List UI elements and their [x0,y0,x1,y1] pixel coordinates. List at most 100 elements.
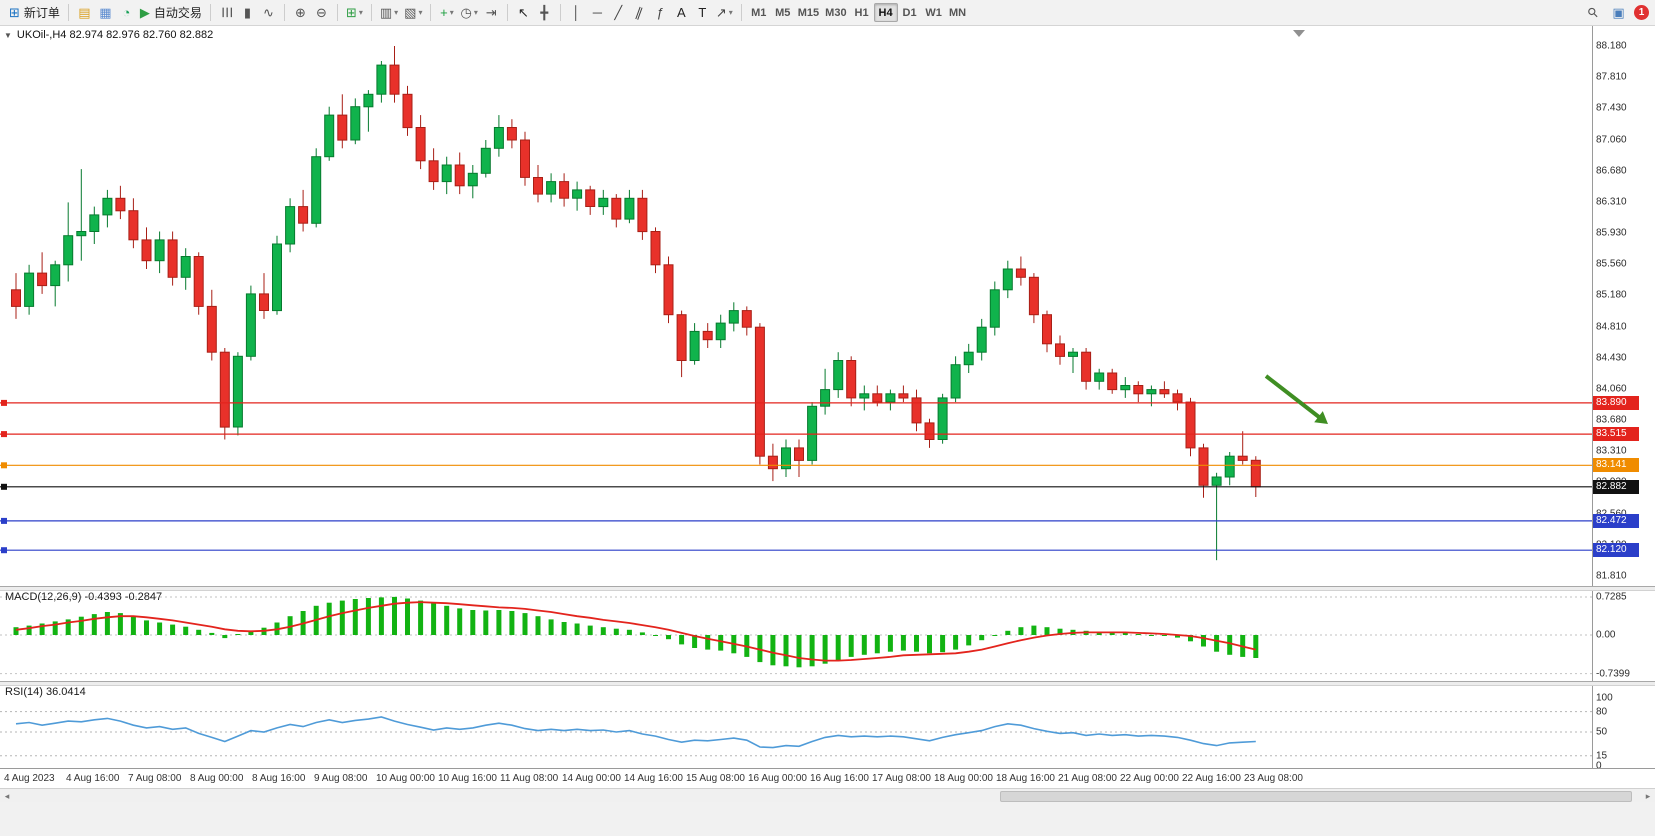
scroll-left-button[interactable]: ◂ [4,790,10,801]
panel-divider[interactable] [0,586,1655,591]
main-chart-panel[interactable]: 88.180 87.810 87.430 87.060 86.680 86.310 85.9… [0,26,1655,586]
new-order-button[interactable]: ⊞ 新订单 [6,2,63,23]
macd-histogram-bar [352,599,358,635]
zoom-out-button[interactable]: ⊖ [311,2,332,23]
auto-trading-button[interactable]: ▶ 自动交易 [137,2,205,23]
candle-body [559,181,570,199]
toolbar-right: ⚲ ▣ 1 [1582,2,1651,23]
horizontal-line-button[interactable]: ─ [587,2,608,23]
rsi-axis-label: 15 [1596,750,1608,762]
rsi-panel[interactable]: 100 80 50 15 0 RSI(14) 36.0414 [0,684,1655,768]
macd-histogram-bar [365,598,371,635]
candle-body [493,127,504,149]
rsi-axis[interactable]: 100 80 50 15 0 [1592,684,1655,768]
candlestick-chart-button[interactable]: ▮ [237,2,258,23]
macd-histogram-bar [848,635,854,657]
timeframe-h1[interactable]: H1 [854,6,869,19]
fibonacci-button[interactable]: ƒ [650,2,671,23]
dropdown-arrow-icon: ▾ [473,8,478,17]
macd-axis[interactable]: 0.7285 0.00 -0.7399 [1592,589,1655,681]
macd-histogram-bar [900,635,906,651]
timeframe-h4[interactable]: H4 [873,3,898,22]
add-indicator-button[interactable]: + ▾ [436,2,457,23]
candle-body [976,326,987,353]
timeframe-m15[interactable]: M15 [797,6,820,19]
candle-body [102,197,113,216]
tile-windows-button[interactable]: ⊞ ▾ [343,2,366,23]
dropdown-arrow-icon: ▾ [728,8,733,17]
dropdown-arrow-icon: ▾ [449,8,454,17]
one-click-trading-toggle[interactable]: ▼ [4,30,12,40]
candle-body [546,181,557,195]
timeframe-d1[interactable]: D1 [902,6,917,19]
price-tag[interactable]: 82.120 [1593,543,1639,558]
macd-histogram-bar [940,635,946,653]
macd-chart[interactable] [0,589,1592,681]
candle-body [689,330,700,361]
candle-body [872,393,883,403]
date-label: 4 Aug 16:00 [66,773,120,784]
new-chart-button[interactable]: ▥ ▾ [377,2,401,23]
rsi-chart[interactable] [0,684,1592,768]
timeframe-mn[interactable]: MN [949,6,967,19]
data-window-button[interactable]: ▦ [95,2,116,23]
macd-histogram-bar [183,626,189,635]
channel-button[interactable]: ∥ [629,2,650,23]
zoom-in-button[interactable]: ⊕ [290,2,311,23]
timeframe-m1[interactable]: M1 [751,6,767,19]
macd-histogram-bar [144,620,149,635]
macd-histogram-bar [104,612,110,635]
notifications-button[interactable]: 1 [1634,5,1649,20]
rsi-axis-label: 0 [1596,760,1602,769]
vertical-line-button[interactable]: │ [566,2,587,23]
toolbar-group: ⊞ 新订单 [4,0,65,25]
price-tag[interactable]: 82.882 [1593,479,1639,494]
macd-histogram-bar [418,600,424,635]
price-tag[interactable]: 83.515 [1593,427,1639,442]
cursor-button[interactable]: ↖ [513,2,534,23]
macd-histogram-bar [535,616,541,635]
price-tag[interactable]: 82.472 [1593,513,1639,528]
chart-shift-button[interactable]: ⇥ [481,2,502,23]
price-tag[interactable]: 83.890 [1593,395,1639,410]
line-chart-button[interactable]: ∿ [258,2,279,23]
toolbar-group: ☰ ▮ ∿ [214,0,281,25]
market-watch-button[interactable]: ▤ [74,2,95,23]
text-button[interactable]: A [671,2,692,23]
macd-panel[interactable]: 0.7285 0.00 -0.7399 MACD(12,26,9) -0.4393 … [0,589,1655,681]
candle-body [37,272,48,287]
timeframe-m30[interactable]: M30 [825,6,847,19]
price-tag[interactable]: 83.141 [1593,458,1639,473]
macd-histogram-bar [209,632,215,635]
price-axis[interactable]: 88.180 87.810 87.430 87.060 86.680 86.310 85.9… [1592,26,1655,586]
candle-body [285,206,296,245]
candle-body [11,289,21,307]
timeframe-w1[interactable]: W1 [925,6,942,19]
shapes-button[interactable]: ↗ ▾ [713,2,736,23]
panel-divider[interactable] [0,681,1655,686]
candlestick-chart[interactable] [0,26,1592,586]
chart-profiles-button[interactable]: ▧ ▾ [401,2,425,23]
scroll-right-button[interactable]: ▸ [1645,790,1651,801]
periods-button[interactable]: ◷ ▾ [457,2,480,23]
macd-histogram-bar [1005,630,1011,635]
crosshair-button[interactable]: ╋ [534,2,555,23]
trendline-button[interactable]: ╱ [608,2,629,23]
macd-histogram-bar [861,635,867,655]
search-button[interactable]: ⚲ [1582,2,1603,23]
price-axis-label: 83.680 [1596,414,1627,426]
scrollbar-thumb[interactable] [1000,791,1632,802]
rsi-axis-label: 100 [1596,692,1613,704]
date-label: 22 Aug 16:00 [1182,773,1241,784]
candle-body [180,256,191,278]
macd-histogram-bar [692,635,698,648]
timeframe-m5[interactable]: M5 [775,6,791,19]
rsi-axis-label: 80 [1596,706,1608,718]
navigator-button[interactable]: ◔ [116,2,137,23]
level-handle [1,431,7,438]
bar-chart-button[interactable]: ☰ [216,2,237,23]
label-button[interactable]: T [692,2,713,23]
horizontal-scrollbar[interactable]: ◂ ▸ [0,788,1655,802]
community-button[interactable]: ▣ [1608,2,1629,23]
date-axis[interactable]: 4 Aug 2023 4 Aug 16:00 7 Aug 08:00 8 Aug 00… [0,768,1655,788]
